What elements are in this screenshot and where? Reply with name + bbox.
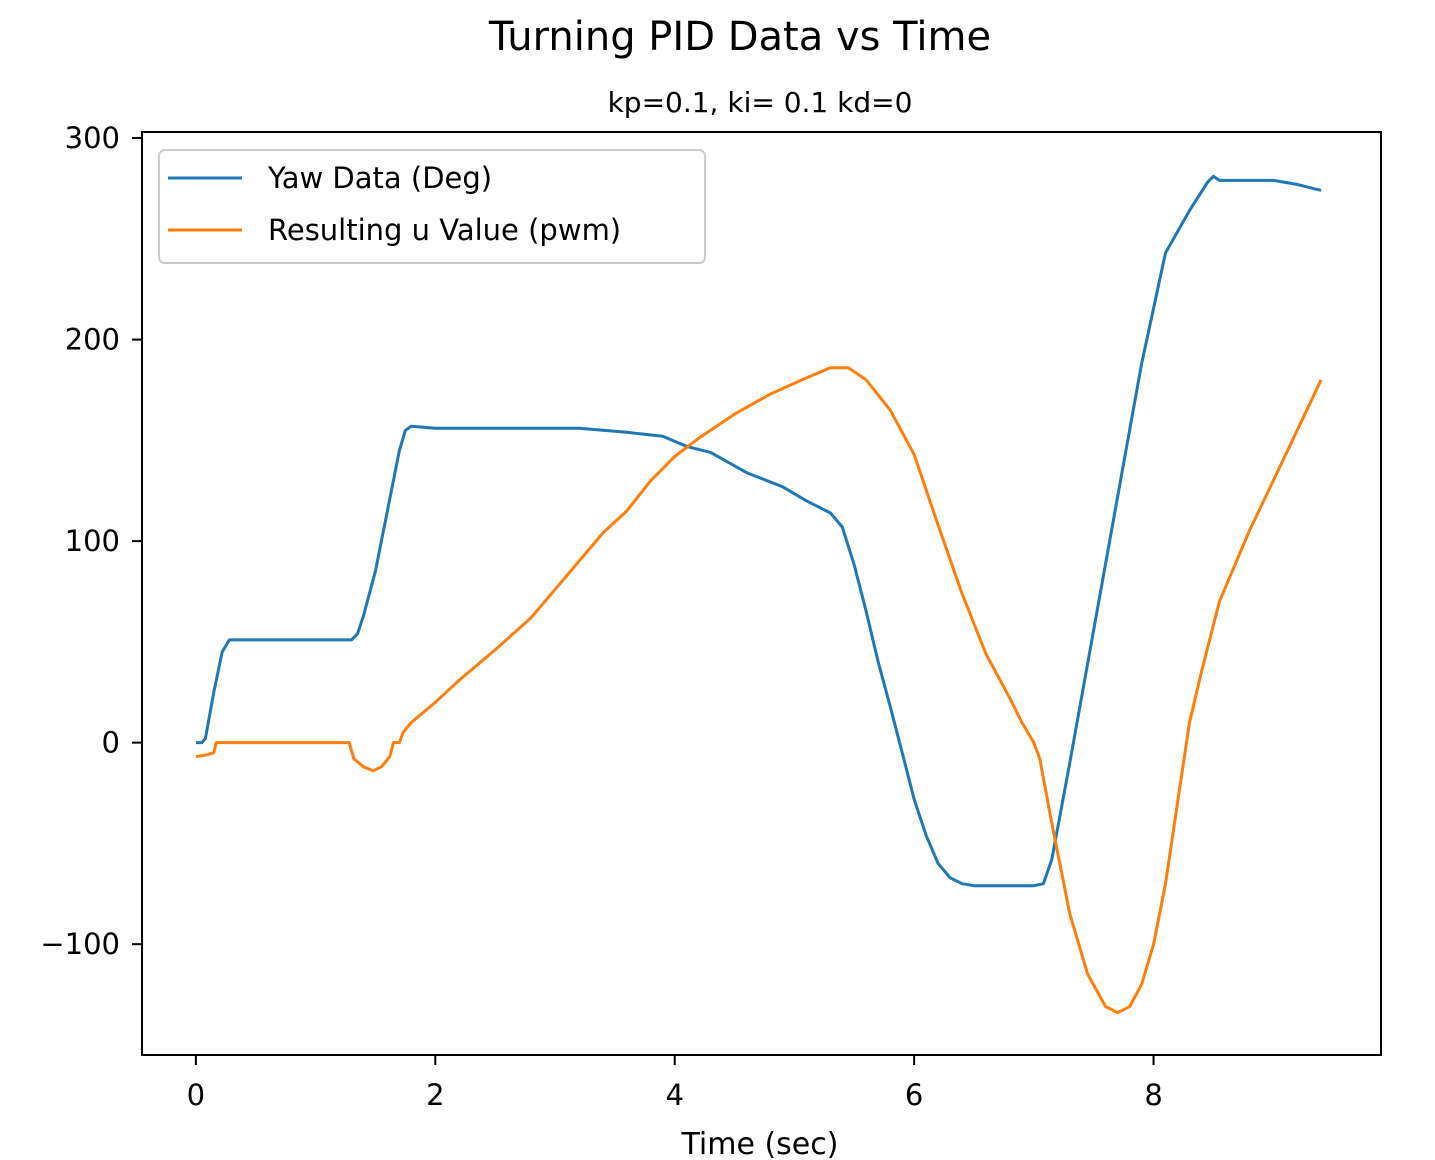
y-tick-label: 100 [65, 524, 120, 558]
legend-label-yaw: Yaw Data (Deg) [267, 161, 492, 195]
x-tick-label: 2 [426, 1078, 444, 1112]
x-axis: 0 2 4 6 8 [187, 1055, 1163, 1112]
chart-subtitle: kp=0.1, ki= 0.1 kd=0 [608, 86, 913, 119]
y-axis: −100 0 100 200 300 [40, 121, 142, 961]
legend-box [158, 149, 706, 264]
x-tick-label: 8 [1144, 1078, 1162, 1112]
y-tick-label: −100 [40, 927, 120, 961]
y-tick-label: 200 [65, 323, 120, 357]
y-tick-label: 0 [102, 726, 120, 760]
legend: Yaw Data (Deg) Resulting u Value (pwm) [158, 149, 706, 264]
x-tick-label: 4 [665, 1078, 683, 1112]
legend-label-u-value: Resulting u Value (pwm) [268, 213, 621, 247]
plot-frame [141, 131, 1382, 1056]
chart-title: Turning PID Data vs Time [488, 14, 991, 60]
x-tick-label: 6 [905, 1078, 923, 1112]
series-line-1 [195, 366, 1323, 1015]
series-line-0 [195, 174, 1322, 888]
x-tick-label: 0 [187, 1078, 205, 1112]
x-axis-label: Time (sec) [681, 1127, 839, 1160]
y-tick-label: 300 [65, 121, 120, 155]
series-layer [195, 174, 1323, 1015]
